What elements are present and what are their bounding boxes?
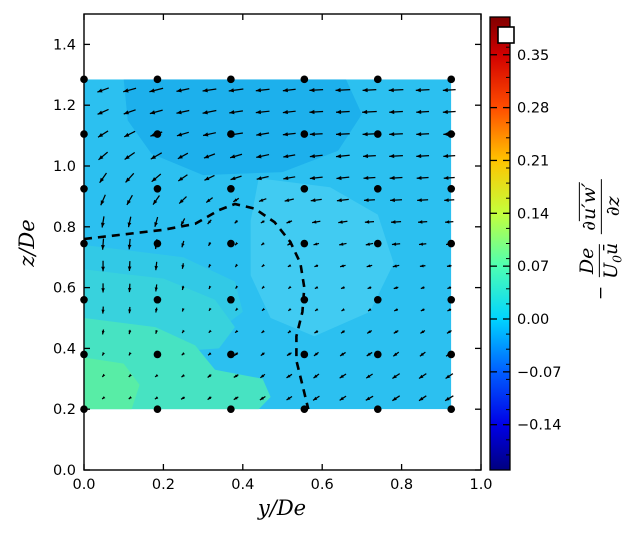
- colorbar-tick-label: 0.21: [517, 153, 549, 169]
- grid-dot: [227, 350, 235, 359]
- grid-dot: [373, 239, 382, 248]
- y-tick-label: 0.6: [53, 281, 76, 297]
- grid-dot: [447, 75, 456, 84]
- x-tick-label: 0.4: [231, 477, 254, 493]
- grid-dot: [300, 350, 309, 359]
- y-tick-label: 0.0: [53, 463, 76, 479]
- y-axis-title: z/De: [15, 219, 39, 267]
- colorbar-title-fraction-1: De U0ū: [576, 240, 625, 282]
- grid-dot: [373, 130, 382, 138]
- grid-dot: [300, 130, 309, 138]
- colorbar-title: − De U0ū ∂u′w′ ∂z: [576, 176, 625, 301]
- fraction1-denominator: U0ū: [600, 240, 625, 282]
- y-tick-label: 1.4: [53, 37, 76, 53]
- grid-dot: [227, 405, 235, 414]
- grid-dot: [447, 405, 456, 414]
- contour-region-corner-green: [84, 357, 140, 410]
- colorbar-tick-label: 0.00: [517, 312, 549, 328]
- partial-symbol: ∂: [577, 220, 600, 231]
- grid-dot: [153, 185, 162, 193]
- grid-dot: [373, 185, 382, 193]
- symbol-ubar: ū: [599, 242, 622, 256]
- fraction2-denominator: ∂z: [601, 196, 624, 217]
- axes-frame: [83, 13, 482, 471]
- y-tick-label: 1.0: [53, 159, 76, 175]
- grid-dot: [373, 295, 382, 304]
- grid-dot: [300, 295, 309, 304]
- colorbar-tick-label: 0.35: [517, 48, 549, 64]
- y-tick-label: 0.4: [53, 341, 76, 357]
- grid-dot: [227, 295, 235, 304]
- grid-dot: [153, 350, 162, 359]
- y-tick-label: 0.2: [53, 402, 76, 418]
- x-tick-label: 1.0: [469, 477, 492, 493]
- grid-dot: [300, 75, 309, 84]
- grid-dot: [153, 295, 162, 304]
- grid-dot: [373, 75, 382, 84]
- colorbar-max-marker: [497, 26, 515, 44]
- colorbar-tick-label: 0.28: [517, 101, 549, 117]
- colorbar-title-fraction-2: ∂u′w′ ∂z: [577, 178, 624, 234]
- grid-dot: [153, 239, 162, 248]
- grid-dot: [373, 350, 382, 359]
- grid-dot: [447, 295, 456, 304]
- x-tick-label: 0.8: [390, 477, 413, 493]
- x-axis-title: y/De: [257, 496, 307, 520]
- x-tick-label: 0.2: [152, 477, 175, 493]
- grid-dot: [300, 405, 309, 414]
- grid-dot: [153, 405, 162, 414]
- zero-contour-line: [83, 202, 310, 410]
- grid-dot: [300, 239, 309, 248]
- x-tick-label: 0.6: [311, 477, 334, 493]
- colorbar-tick-label: −0.07: [517, 365, 561, 381]
- grid-dot: [227, 185, 235, 193]
- grid-dot: [300, 185, 309, 193]
- contour-region-upper-dark-blue: [123, 79, 362, 176]
- grid-dot: [153, 75, 162, 84]
- grid-dot: [447, 239, 456, 248]
- x-tick-label: 0.0: [72, 477, 95, 493]
- grid-dot: [447, 350, 456, 359]
- quiver-arrows: [97, 87, 456, 402]
- y-tick-label: 0.8: [53, 220, 76, 236]
- subscript-0: 0: [610, 255, 625, 263]
- fraction1-numerator: De: [576, 244, 600, 278]
- fraction2-numerator: ∂u′w′: [577, 178, 602, 234]
- grid-dot: [227, 75, 235, 84]
- overline-uw: u′w′: [577, 181, 600, 221]
- colorbar-tick-label: 0.07: [517, 259, 549, 275]
- y-tick-label: 1.2: [53, 98, 76, 114]
- grid-dot: [373, 405, 382, 414]
- grid-dot: [153, 130, 162, 138]
- minus-sign: −: [590, 285, 611, 301]
- grid-dot: [227, 130, 235, 138]
- colorbar-tick-label: −0.14: [517, 418, 561, 434]
- grid-dot: [447, 185, 456, 193]
- grid-dot: [447, 130, 456, 138]
- grid-dot: [227, 239, 235, 248]
- symbol-U: U: [599, 262, 622, 279]
- colorbar-tick-label: 0.14: [517, 206, 549, 222]
- contour-region-mid-right-light-cyan: [250, 178, 394, 337]
